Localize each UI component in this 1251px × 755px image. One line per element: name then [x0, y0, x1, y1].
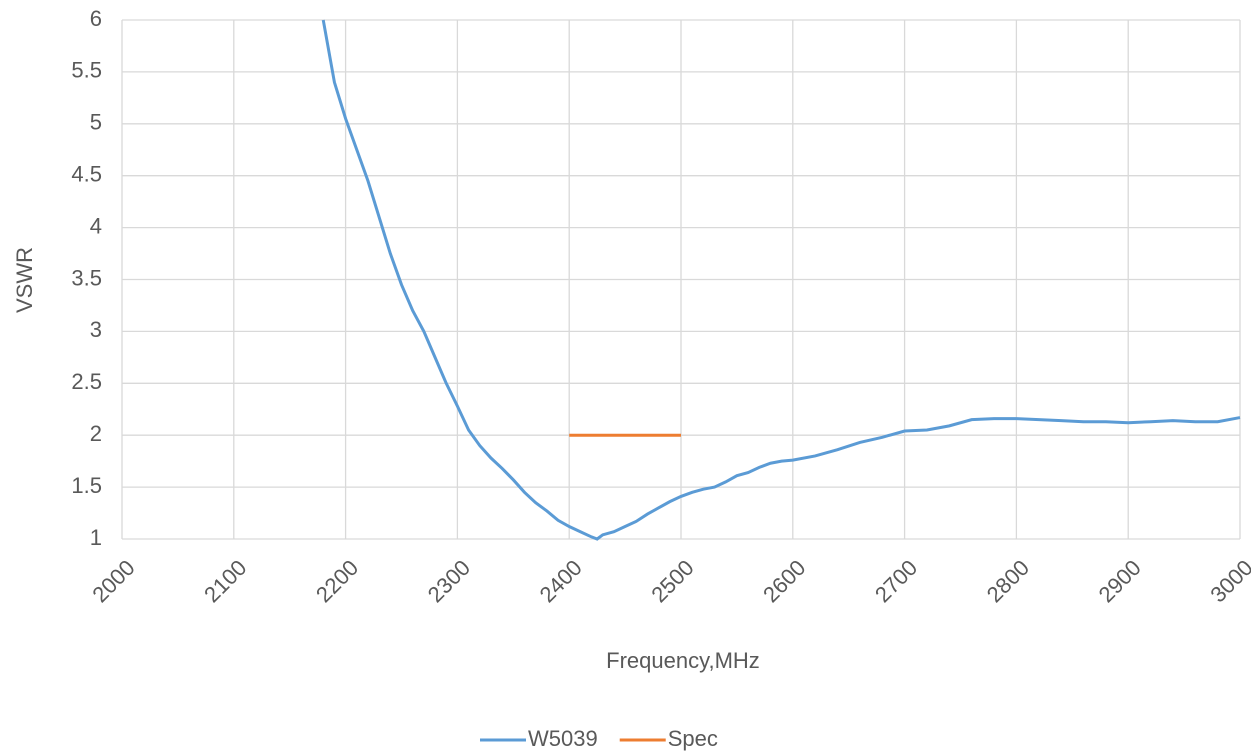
- y-tick-label: 3: [90, 317, 102, 342]
- y-tick-label: 4.5: [71, 162, 102, 187]
- x-tick-label: 2600: [758, 555, 810, 607]
- x-tick-label: 2700: [870, 555, 922, 607]
- x-tick-label: 2800: [982, 555, 1034, 607]
- x-tick-label: 2900: [1094, 555, 1146, 607]
- x-tick-label: 2500: [646, 555, 698, 607]
- y-tick-label: 5.5: [71, 58, 102, 83]
- x-tick-label: 2300: [423, 555, 475, 607]
- x-axis-title: Frequency,MHz: [606, 648, 760, 673]
- series-line: [321, 19, 1241, 541]
- y-axis-title: VSWR: [12, 247, 37, 313]
- y-tick-label: 6: [90, 6, 102, 31]
- legend-label: Spec: [668, 726, 718, 751]
- y-tick-label: 1: [90, 525, 102, 550]
- x-tick-label: 2000: [87, 555, 139, 607]
- x-tick-label: 2100: [199, 555, 251, 607]
- legend-label: W5039: [528, 726, 598, 751]
- x-tick-label: 2200: [311, 555, 363, 607]
- y-tick-label: 2: [90, 421, 102, 446]
- y-tick-label: 3.5: [71, 265, 102, 290]
- y-tick-label: 5: [90, 110, 102, 135]
- y-tick-label: 2.5: [71, 369, 102, 394]
- y-tick-label: 4: [90, 213, 102, 238]
- x-tick-label: 2400: [535, 555, 587, 607]
- x-tick-label: 3000: [1205, 555, 1251, 607]
- y-tick-label: 1.5: [71, 473, 102, 498]
